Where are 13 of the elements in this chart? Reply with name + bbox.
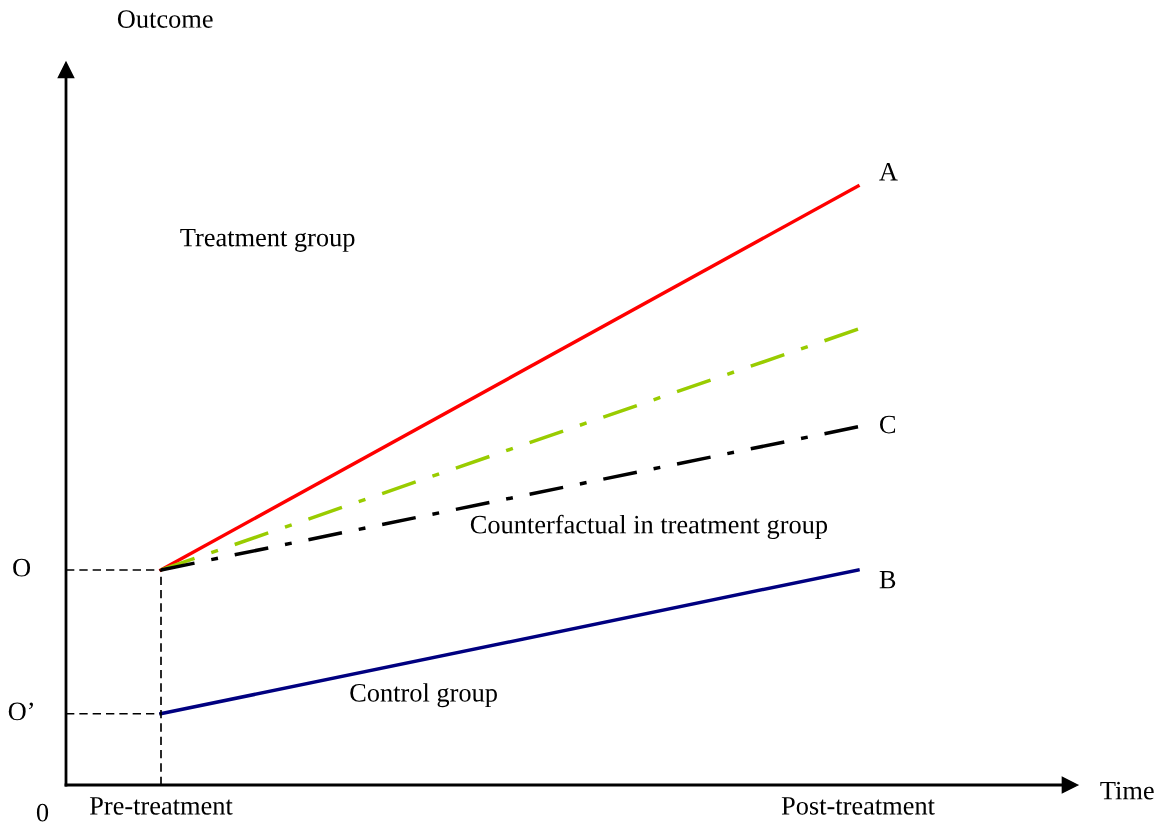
series-label: C <box>879 415 896 434</box>
ref-line-label: O’ <box>8 702 33 721</box>
text: Outcome <box>117 10 213 28</box>
series-label: B <box>879 570 896 589</box>
x-tick-label: Post-treatment <box>781 797 935 815</box>
series-label: A <box>879 162 898 181</box>
x-axis-title: Time <box>1100 781 1154 800</box>
annotation: Control group <box>350 683 497 708</box>
annotation: Counterfactual in treatment group <box>470 514 828 539</box>
ref-line-label: O <box>13 558 31 577</box>
text: 0 <box>36 803 49 822</box>
annotation: Treatment group <box>180 228 355 252</box>
x-tick-label: Pre-treatment <box>89 797 233 815</box>
